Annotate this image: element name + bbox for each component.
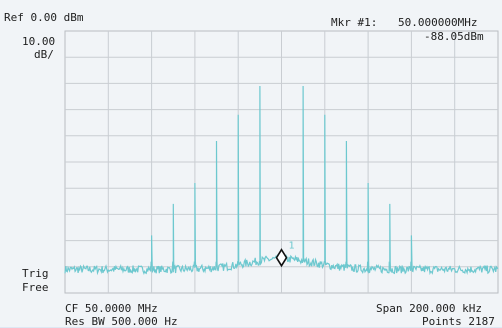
marker-diamond-icon xyxy=(277,250,287,266)
marker-amplitude: -88.05dBm xyxy=(424,31,484,43)
marker-group: 1 xyxy=(277,241,295,266)
resolution-bandwidth: Res BW 500.000 Hz xyxy=(65,316,178,328)
trigger-mode: Free xyxy=(22,282,49,294)
frequency-span: Span 200.000 kHz xyxy=(376,303,482,315)
marker-number: 1 xyxy=(289,241,295,252)
scale-unit: dB/ xyxy=(34,49,54,61)
scale-value: 10.00 xyxy=(22,36,55,48)
sweep-points: Points 2187 xyxy=(422,316,495,328)
marker-label: Mkr #1: xyxy=(331,17,377,29)
reference-level: Ref 0.00 dBm xyxy=(4,12,83,24)
center-frequency: CF 50.0000 MHz xyxy=(65,303,158,315)
trigger-label: Trig xyxy=(22,268,49,280)
marker-frequency: 50.000000MHz xyxy=(398,17,477,29)
